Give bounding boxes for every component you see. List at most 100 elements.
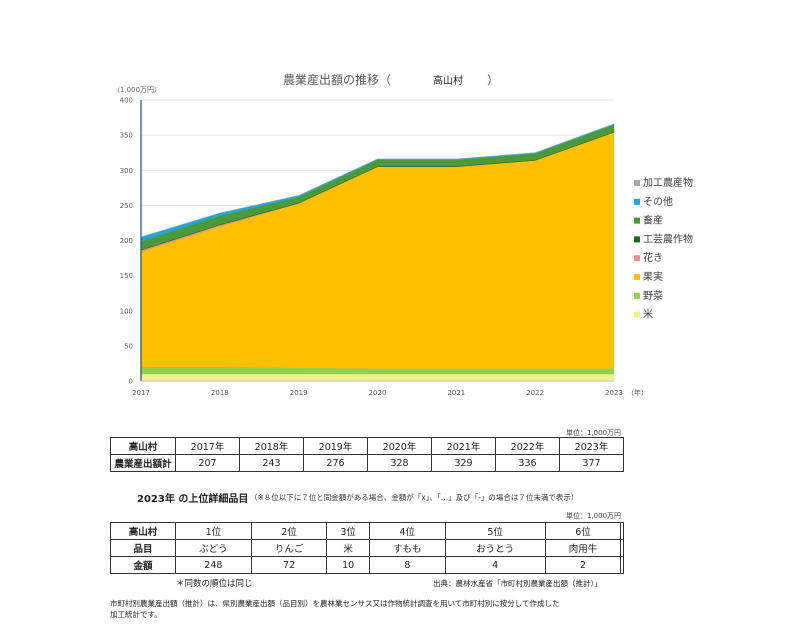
production-table: 高山村 2017年 2018年 2019年 2020年 2021年 2022年 … (110, 437, 624, 472)
y-axis-unit: （1,000万円） (113, 86, 161, 94)
x-tick-labels: 2017 2018 2019 2020 2021 2022 2023 (132, 389, 623, 397)
value-cell: 207 (175, 454, 240, 472)
legend-swatch (634, 236, 640, 243)
legend-item: 米 (643, 308, 653, 321)
y-tick-label: 250 (120, 202, 133, 210)
amount-cell: 8 (368, 556, 446, 574)
table-row: 高山村 1位 2位 3位 4位 5位 6位 (110, 522, 624, 540)
x-tick-label: 2018 (211, 389, 229, 397)
chart-title-village: 高山村 (433, 74, 463, 87)
section-note: （※８位以下に７位と同金額がある場合、金額が「x」、「…」及び「-」の場合は７位… (250, 493, 579, 502)
legend-item: 畜産 (643, 214, 663, 227)
legend-item: 工芸農作物 (643, 232, 693, 245)
area-米 (140, 373, 615, 382)
table-header-label: 高山村 (110, 522, 176, 540)
y-tick-label: 0 (129, 378, 133, 386)
source-note: 出典：農林水産省「市町村別農業産出額（推計）」 (433, 579, 602, 588)
year-cell: 2020年 (367, 437, 432, 455)
item-cell: すもも (368, 539, 446, 557)
year-cell: 2021年 (431, 437, 496, 455)
amount-cell: 248 (175, 556, 252, 574)
description-line-2: 加工統計です。 (110, 610, 162, 619)
value-cell: 377 (559, 454, 624, 472)
table1-unit: 単位：1,000万円 (566, 429, 622, 437)
legend-swatch (634, 198, 640, 205)
y-tick-label: 300 (120, 167, 133, 175)
y-tick-label: 150 (120, 272, 133, 280)
value-cell: 329 (431, 454, 496, 472)
rank-cell (620, 522, 624, 540)
table-row-label: 品目 (110, 539, 176, 557)
chart-title: 農業産出額の推移（ (283, 72, 391, 87)
area-chart: 農業産出額の推移（ 高山村 ） （1,000万円） （年） 0 50 100 150 2… (113, 72, 693, 397)
amount-cell: 2 (544, 556, 622, 574)
value-cell: 336 (495, 454, 560, 472)
rank-cell: 3位 (326, 522, 370, 540)
rank-cell: 2位 (250, 522, 328, 540)
table-row: 高山村 2017年 2018年 2019年 2020年 2021年 2022年 … (110, 437, 624, 455)
table-row-label: 農業産出額計 (110, 454, 176, 472)
item-cell: りんご (250, 539, 328, 557)
top-items-table: 高山村 1位 2位 3位 4位 5位 6位 品目 ぶどう りんご 米 すもも お… (110, 522, 624, 574)
y-tick-label: 350 (120, 132, 133, 140)
year-cell: 2022年 (495, 437, 560, 455)
x-tick-label: 2019 (290, 389, 308, 397)
description-line-1: 市町村別農業産出額（推計）は、県別農業産出額（品目別）を農林業センサス又は作物統… (110, 599, 560, 608)
year-cell: 2017年 (175, 437, 240, 455)
y-tick-label: 200 (120, 237, 133, 245)
legend-item: 花き (643, 251, 663, 264)
axes (140, 100, 614, 382)
legend-swatch (634, 311, 640, 318)
year-cell: 2018年 (239, 437, 304, 455)
y-tick-label: 50 (124, 342, 133, 350)
legend-item: 果実 (643, 270, 663, 283)
chart-title-close: ） (487, 73, 499, 87)
legend-item: 加工農産物 (643, 176, 693, 189)
legend-swatch (634, 180, 640, 186)
rank-cell: 4位 (368, 522, 446, 540)
table-row: 金額 248 72 10 8 4 2 (110, 556, 624, 574)
x-tick-label: 2023 (605, 389, 623, 397)
amount-cell: 10 (326, 556, 370, 574)
year-cell: 2019年 (303, 437, 368, 455)
item-cell: 米 (326, 539, 370, 557)
amount-cell (620, 556, 624, 574)
rank-cell: 5位 (444, 522, 546, 540)
area-series (140, 123, 615, 382)
value-cell: 243 (239, 454, 304, 472)
table-row-label: 金額 (110, 556, 176, 574)
amount-cell: 72 (250, 556, 328, 574)
rank-cell: 1位 (175, 522, 252, 540)
legend-item: その他 (643, 195, 673, 208)
year-cell: 2023年 (559, 437, 624, 455)
x-tick-label: 2021 (447, 389, 465, 397)
x-tick-label: 2017 (132, 389, 150, 397)
x-tick-label: 2022 (526, 389, 544, 397)
amount-cell: 4 (444, 556, 546, 574)
item-cell: おうとう (444, 539, 546, 557)
table-row: 農業産出額計 207 243 276 328 329 336 377 (110, 454, 624, 472)
table-row: 品目 ぶどう りんご 米 すもも おうとう 肉用牛 (110, 539, 624, 557)
value-cell: 328 (367, 454, 432, 472)
x-axis-unit: （年） (627, 388, 648, 397)
y-tick-labels: 0 50 100 150 200 250 300 350 400 (120, 97, 133, 386)
same-rank-note: ＊同数の順位は同じ (176, 579, 253, 589)
legend-swatch (634, 217, 640, 224)
table2-unit: 単位：1,000万円 (566, 512, 622, 520)
table-header-label: 高山村 (110, 437, 176, 455)
y-tick-label: 400 (120, 97, 133, 105)
item-cell: ぶどう (175, 539, 252, 557)
item-cell (620, 539, 624, 557)
x-tick-label: 2020 (369, 389, 387, 397)
value-cell: 276 (303, 454, 368, 472)
legend-swatch (634, 255, 640, 262)
item-cell: 肉用牛 (544, 539, 622, 557)
y-tick-label: 100 (120, 307, 133, 315)
legend-swatch (634, 292, 640, 299)
area-果実 (140, 132, 615, 369)
legend-item: 野菜 (643, 290, 663, 302)
legend-swatch (634, 274, 640, 280)
rank-cell: 6位 (544, 522, 622, 540)
area-加工農産物 (140, 123, 615, 238)
